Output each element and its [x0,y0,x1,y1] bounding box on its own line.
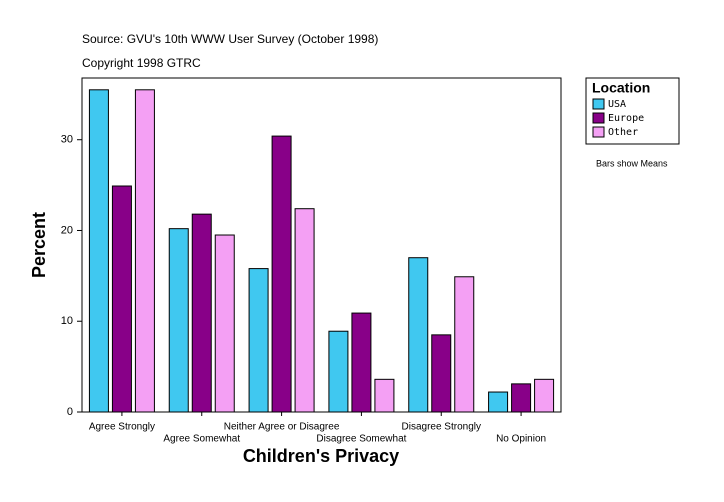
bar [214,234,235,413]
bar [271,135,292,413]
bar [408,257,429,413]
chart-subtitle: Copyright 1998 GTRC [82,56,201,70]
legend-label: Other [608,127,638,138]
x-tick-label: Agree Strongly [89,422,155,433]
bar [191,213,212,413]
x-tick-label: No Opinion [496,434,546,445]
legend-title: Location [592,80,650,96]
bar [111,185,132,413]
bar [168,228,189,413]
y-axis-label: Percent [29,212,49,278]
bar [511,383,532,413]
plot-frame [81,77,562,413]
legend-swatch [592,98,605,110]
bar [488,391,509,413]
chart-title: Source: GVU's 10th WWW User Survey (Octo… [82,32,378,46]
x-tick-label: Disagree Somewhat [316,434,406,445]
bar [454,276,475,413]
note: Bars show Means [596,158,668,168]
legend-swatch [592,126,605,138]
bar [328,330,349,413]
x-tick-label: Neither Agree or Disagree [224,422,340,433]
bar [351,312,372,413]
bar [534,378,555,413]
bar [134,89,155,413]
y-tick-label: 30 [61,134,73,146]
x-axis-label: Children's Privacy [243,446,399,466]
y-tick-label: 20 [61,224,73,236]
y-tick-label: 10 [61,315,73,327]
legend-swatch [592,112,605,124]
x-tick-label: Disagree Strongly [402,422,481,433]
y-tick-label: 0 [67,406,73,418]
bar [88,89,109,413]
x-tick-label: Agree Somewhat [163,434,240,445]
legend-label: Europe [608,113,644,124]
bar [248,268,269,413]
bar [431,334,452,413]
legend-label: USA [608,99,626,110]
bar [374,378,395,413]
bar [294,208,315,413]
